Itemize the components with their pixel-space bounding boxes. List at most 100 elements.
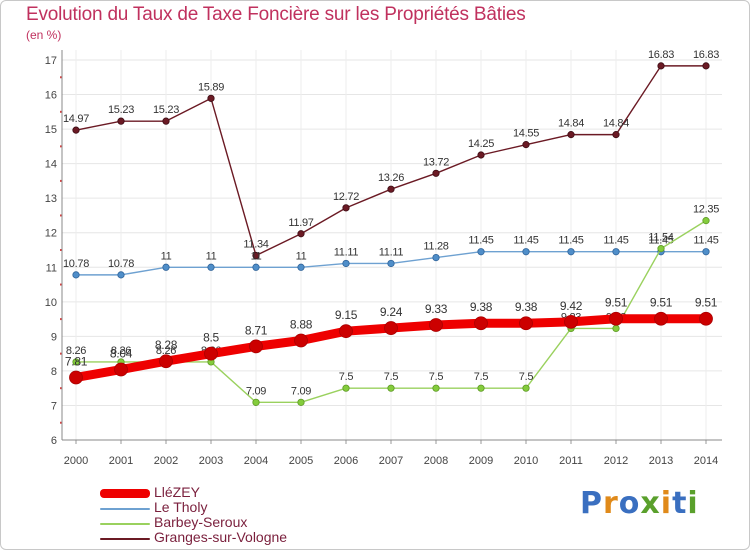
data-label-le-tholy: 11	[161, 250, 172, 262]
data-point-granges-sur-vologne	[657, 62, 665, 70]
legend-label-le-tholy: Le Tholy	[154, 499, 208, 515]
y-tick-label: 7	[51, 400, 57, 412]
data-label-le-tholy: 11	[251, 250, 262, 262]
data-point-barbey-seroux	[387, 384, 395, 392]
x-tick-label: 2001	[109, 455, 133, 467]
data-label-le-tholy: 11.45	[558, 235, 583, 247]
y-tick-label: 17	[45, 55, 57, 67]
data-label-barbey-seroux: 8.26	[66, 345, 86, 357]
data-point-granges-sur-vologne	[207, 94, 215, 102]
data-point-ll-zey	[564, 314, 578, 329]
x-tick-label: 2006	[334, 455, 358, 467]
data-point-barbey-seroux	[702, 217, 710, 225]
data-label-le-tholy: 11	[296, 250, 307, 262]
data-label-le-tholy: 11.11	[379, 246, 404, 258]
data-label-barbey-seroux: 7.09	[246, 385, 266, 397]
data-point-granges-sur-vologne	[387, 185, 395, 193]
data-label-granges-sur-vologne: 15.89	[198, 81, 224, 93]
data-label-le-tholy: 11.45	[468, 235, 493, 247]
data-label-ll-zey: 8.71	[245, 323, 268, 337]
data-label-barbey-seroux: 8.26	[111, 345, 131, 357]
legend-label-granges-sur-vologne: Granges-sur-Vologne	[154, 529, 288, 545]
y-minor-tick	[60, 318, 62, 321]
x-tick-label: 2008	[424, 455, 448, 467]
data-point-granges-sur-vologne	[72, 126, 80, 134]
data-point-ll-zey	[519, 316, 533, 331]
y-tick-label: 13	[45, 193, 57, 205]
data-label-le-tholy: 11.45	[603, 235, 628, 247]
data-point-barbey-seroux	[297, 398, 305, 406]
data-point-ll-zey	[609, 311, 623, 326]
y-tick-label: 8	[51, 366, 57, 378]
plot-area	[62, 50, 722, 440]
data-point-le-tholy	[432, 254, 440, 262]
y-minor-tick	[60, 352, 62, 355]
line-chart: 6 7 8 9 10 11 12 13 14 15 16 17 2000 2001 2002 2003 2004…	[45, 49, 722, 467]
data-point-le-tholy	[702, 248, 710, 256]
data-label-granges-sur-vologne: 11.97	[288, 217, 313, 229]
x-tick-label: 2003	[199, 455, 223, 467]
x-tick-label: 2012	[604, 455, 628, 467]
data-point-granges-sur-vologne	[342, 204, 350, 212]
data-point-le-tholy	[567, 248, 575, 256]
data-label-granges-sur-vologne: 14.84	[558, 118, 584, 130]
data-point-barbey-seroux	[432, 384, 440, 392]
y-minor-tick	[60, 249, 62, 251]
data-label-ll-zey: 9.51	[605, 296, 628, 310]
y-minor-tick	[60, 110, 62, 113]
data-label-le-tholy: 11.28	[423, 241, 448, 253]
y-tick-label: 12	[45, 228, 57, 240]
y-minor-tick	[60, 421, 62, 424]
x-tick-label: 2004	[244, 455, 268, 467]
data-point-ll-zey	[474, 316, 488, 331]
data-point-barbey-seroux	[72, 358, 80, 366]
data-label-ll-zey: 7.81	[65, 354, 88, 368]
data-label-granges-sur-vologne: 16.83	[648, 49, 674, 61]
data-label-granges-sur-vologne: 12.72	[333, 191, 359, 203]
data-label-le-tholy: 10.78	[108, 258, 134, 270]
data-point-barbey-seroux	[477, 384, 485, 392]
y-minor-tick	[60, 179, 62, 182]
y-tick-label: 6	[51, 435, 57, 447]
data-point-ll-zey	[249, 339, 263, 354]
data-label-le-tholy: 11.11	[334, 246, 359, 258]
data-label-ll-zey: 8.28	[155, 338, 178, 352]
data-label-ll-zey: 9.33	[425, 302, 448, 316]
data-label-ll-zey: 9.38	[515, 300, 538, 314]
data-point-le-tholy	[477, 248, 485, 256]
x-tick-label: 2011	[559, 455, 583, 467]
data-label-barbey-seroux: 7.5	[519, 371, 534, 383]
data-label-ll-zey: 8.04	[110, 347, 133, 361]
data-point-granges-sur-vologne	[522, 141, 530, 149]
y-tick-label: 14	[45, 159, 57, 171]
data-point-ll-zey	[159, 354, 173, 369]
data-label-barbey-seroux: 11.54	[648, 232, 673, 244]
x-tick-label: 2014	[694, 455, 718, 467]
y-minor-tick	[60, 76, 62, 79]
legend-swatch-lliezey	[100, 489, 150, 498]
data-point-le-tholy	[252, 263, 260, 271]
data-label-le-tholy: 10.78	[63, 258, 89, 270]
legend-swatch-barbey-seroux	[100, 523, 150, 525]
data-point-le-tholy	[162, 263, 170, 271]
data-point-granges-sur-vologne	[612, 131, 620, 139]
proxiti-logo: Proxiti	[580, 486, 699, 521]
x-tick-label: 2002	[154, 455, 178, 467]
data-point-barbey-seroux	[657, 245, 665, 253]
data-label-ll-zey: 9.15	[335, 308, 358, 322]
data-label-barbey-seroux: 8.26	[156, 345, 176, 357]
data-label-granges-sur-vologne: 16.83	[693, 49, 719, 61]
data-label-granges-sur-vologne: 11.34	[243, 239, 268, 251]
legend: LléZEY Le Tholy Barbey-Seroux Granges-su…	[100, 484, 360, 546]
data-label-le-tholy: 11.45	[513, 235, 538, 247]
legend-label-barbey-seroux: Barbey-Seroux	[154, 514, 248, 530]
y-tick-label: 10	[45, 297, 57, 309]
data-point-barbey-seroux	[522, 384, 530, 392]
data-point-le-tholy	[297, 263, 305, 271]
data-label-ll-zey: 9.38	[470, 300, 493, 314]
legend-swatch-granges-sur-vologne	[100, 538, 150, 540]
legend-item-granges-sur-vologne: Granges-sur-Vologne	[100, 529, 360, 546]
data-label-barbey-seroux: 7.09	[291, 385, 311, 397]
y-tick-label: 11	[46, 262, 57, 274]
chart-title: Evolution du Taux de Taxe Foncière sur l…	[26, 4, 526, 25]
